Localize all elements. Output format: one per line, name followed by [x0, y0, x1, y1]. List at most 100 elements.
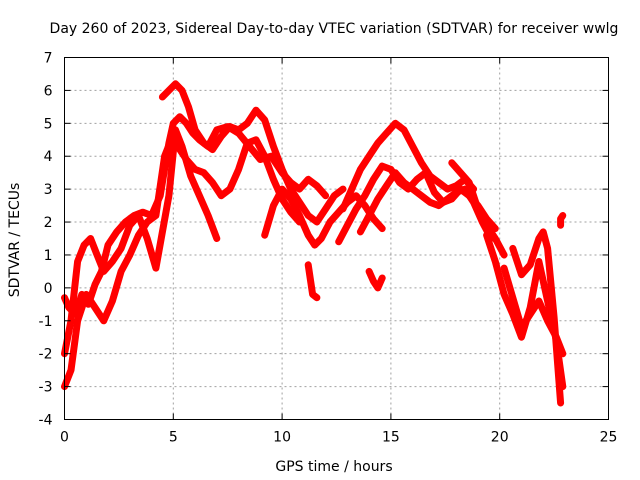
data-point: [509, 294, 516, 301]
x-tick-label: 25: [600, 430, 618, 446]
x-tick-label: 20: [491, 430, 509, 446]
y-tick-label: 4: [44, 149, 53, 165]
data-point: [159, 93, 166, 100]
data-point: [535, 298, 542, 305]
data-point: [340, 205, 347, 212]
data-point: [392, 169, 399, 176]
data-point: [366, 268, 373, 275]
data-point: [414, 176, 421, 183]
y-tick-label: 7: [44, 51, 53, 67]
data-point: [192, 166, 199, 173]
data-point: [474, 205, 481, 212]
data-point: [509, 245, 516, 252]
data-point: [466, 179, 473, 186]
data-point: [261, 117, 268, 124]
data-point: [279, 186, 286, 193]
data-point: [91, 281, 98, 288]
data-point: [152, 212, 159, 219]
data-point: [126, 251, 133, 258]
data-point: [196, 192, 203, 199]
data-point: [383, 130, 390, 137]
data-point: [287, 209, 294, 216]
y-axis-label: SDTVAR / TECUs: [7, 183, 23, 298]
data-point: [279, 166, 286, 173]
data-point: [501, 265, 508, 272]
x-tick-label: 5: [169, 430, 178, 446]
data-point: [83, 291, 90, 298]
data-series-trace-14: [500, 264, 567, 358]
data-point: [392, 120, 399, 127]
data-point: [213, 126, 220, 133]
data-point: [152, 265, 159, 272]
data-point: [135, 232, 142, 239]
data-point: [353, 192, 360, 199]
plot-frame: [64, 57, 609, 420]
data-point: [183, 120, 190, 127]
data-point: [461, 186, 468, 193]
data-point: [544, 317, 551, 324]
data-point: [357, 228, 364, 235]
data-point: [170, 120, 177, 127]
data-series-trace-7: [339, 119, 478, 213]
data-point: [409, 143, 416, 150]
data-point: [209, 146, 216, 153]
data-point: [551, 314, 558, 321]
data-point: [361, 192, 368, 199]
axis-ticks: [64, 57, 609, 420]
y-tick-label: -1: [39, 314, 53, 330]
data-point: [444, 196, 451, 203]
data-point: [492, 258, 499, 265]
data-point: [444, 186, 451, 193]
data-point: [74, 317, 81, 324]
data-point: [174, 143, 181, 150]
data-point: [557, 215, 564, 222]
data-point: [74, 258, 81, 265]
chart-title: Day 260 of 2023, Sidereal Day-to-day VTE…: [50, 21, 619, 37]
data-point: [135, 212, 142, 219]
data-point: [535, 258, 542, 265]
data-point: [313, 182, 320, 189]
data-point: [252, 107, 259, 114]
data-point: [553, 334, 560, 341]
data-point: [68, 367, 75, 374]
data-point: [331, 192, 338, 199]
data-point: [209, 179, 216, 186]
data-point: [527, 311, 534, 318]
data-point: [559, 350, 566, 357]
data-point: [144, 235, 151, 242]
data-point: [492, 225, 499, 232]
y-tick-label: 0: [44, 281, 53, 297]
data-point: [176, 113, 183, 120]
data-point: [296, 212, 303, 219]
data-point: [335, 209, 342, 216]
data-series: [61, 80, 567, 407]
data-point: [518, 324, 525, 331]
data-point: [179, 87, 186, 94]
data-point: [557, 400, 564, 407]
data-point: [435, 179, 442, 186]
data-point: [374, 284, 381, 291]
data-point: [361, 202, 368, 209]
data-point: [213, 235, 220, 242]
data-point: [296, 199, 303, 206]
data-point: [91, 304, 98, 311]
data-series-trace-1: [61, 113, 330, 318]
data-point: [200, 169, 207, 176]
data-point: [105, 242, 112, 249]
data-point: [379, 163, 386, 170]
data-point: [268, 153, 275, 160]
data-point: [483, 222, 490, 229]
data-point: [501, 251, 508, 258]
data-point: [492, 235, 499, 242]
x-tick-label: 0: [60, 430, 69, 446]
data-point: [205, 212, 212, 219]
data-point: [318, 235, 325, 242]
data-point: [244, 120, 251, 127]
data-point: [535, 235, 542, 242]
data-point: [322, 205, 329, 212]
data-point: [335, 238, 342, 245]
data-point: [379, 274, 386, 281]
data-point: [218, 133, 225, 140]
data-point: [118, 245, 125, 252]
data-point: [305, 212, 312, 219]
